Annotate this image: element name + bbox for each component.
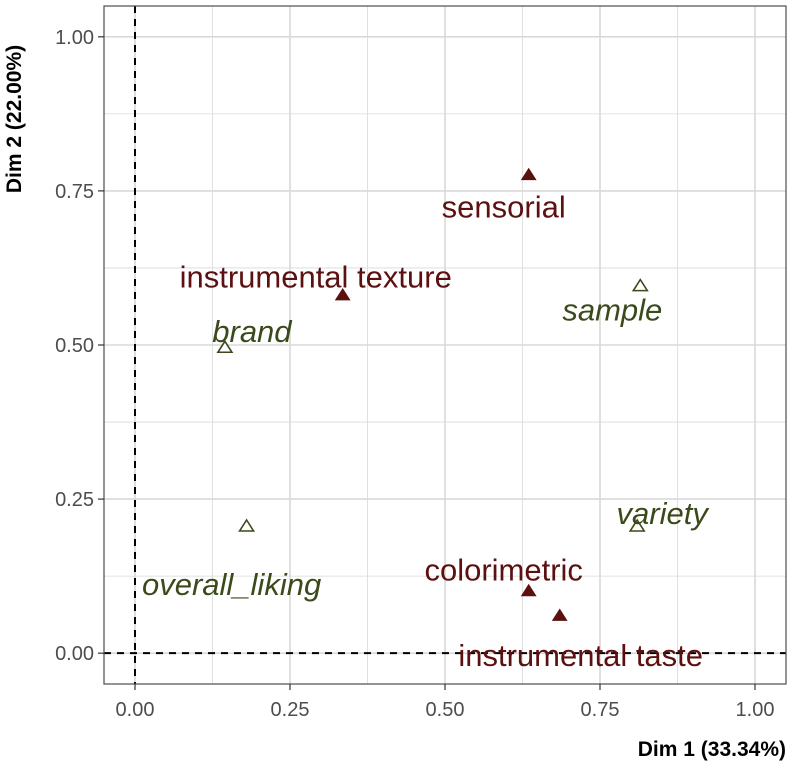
y-tick-label: 0.25 — [55, 489, 94, 511]
point-instrumental-texture — [334, 287, 351, 301]
y-tick-label: 1.00 — [55, 27, 94, 49]
label-colorimetric: colorimetric — [424, 553, 582, 588]
point-brand — [216, 339, 234, 354]
data-points — [216, 167, 649, 621]
y-axis-title: Dim 2 (22.00%) — [3, 45, 26, 193]
y-tick-label: 0.75 — [55, 181, 94, 203]
x-axis-title: Dim 1 (33.34%) — [638, 738, 786, 761]
x-tick-label: 0.25 — [271, 699, 310, 721]
label-overall-liking: overall_liking — [142, 567, 321, 602]
x-tick-label: 0.00 — [116, 699, 155, 721]
point-instrumental-taste — [551, 608, 568, 621]
axis-ticks: 0.00 0.25 0.50 0.75 1.00 0.00 0.25 0.50 0.75 1.00 — [55, 27, 774, 721]
point-sample — [631, 278, 649, 292]
x-tick-label: 0.75 — [581, 699, 620, 721]
point-labels: sensorial instrumental texture colorimetri… — [142, 190, 710, 674]
y-tick-label: 0.50 — [55, 335, 94, 357]
point-variety — [628, 518, 646, 532]
point-colorimetric — [520, 583, 537, 597]
label-instrumental-texture: instrumental texture — [180, 260, 452, 295]
y-tick-label: 0.00 — [55, 643, 94, 665]
point-overall-liking — [238, 518, 256, 532]
label-variety: variety — [617, 496, 711, 531]
label-brand: brand — [212, 314, 293, 349]
reference-lines — [104, 6, 786, 684]
x-tick-label: 1.00 — [736, 699, 775, 721]
x-tick-label: 0.50 — [426, 699, 465, 721]
point-sensorial — [520, 167, 537, 181]
label-sensorial: sensorial — [442, 190, 566, 225]
label-instrumental-taste: instrumental taste — [458, 638, 703, 673]
label-sample: sample — [562, 292, 662, 327]
